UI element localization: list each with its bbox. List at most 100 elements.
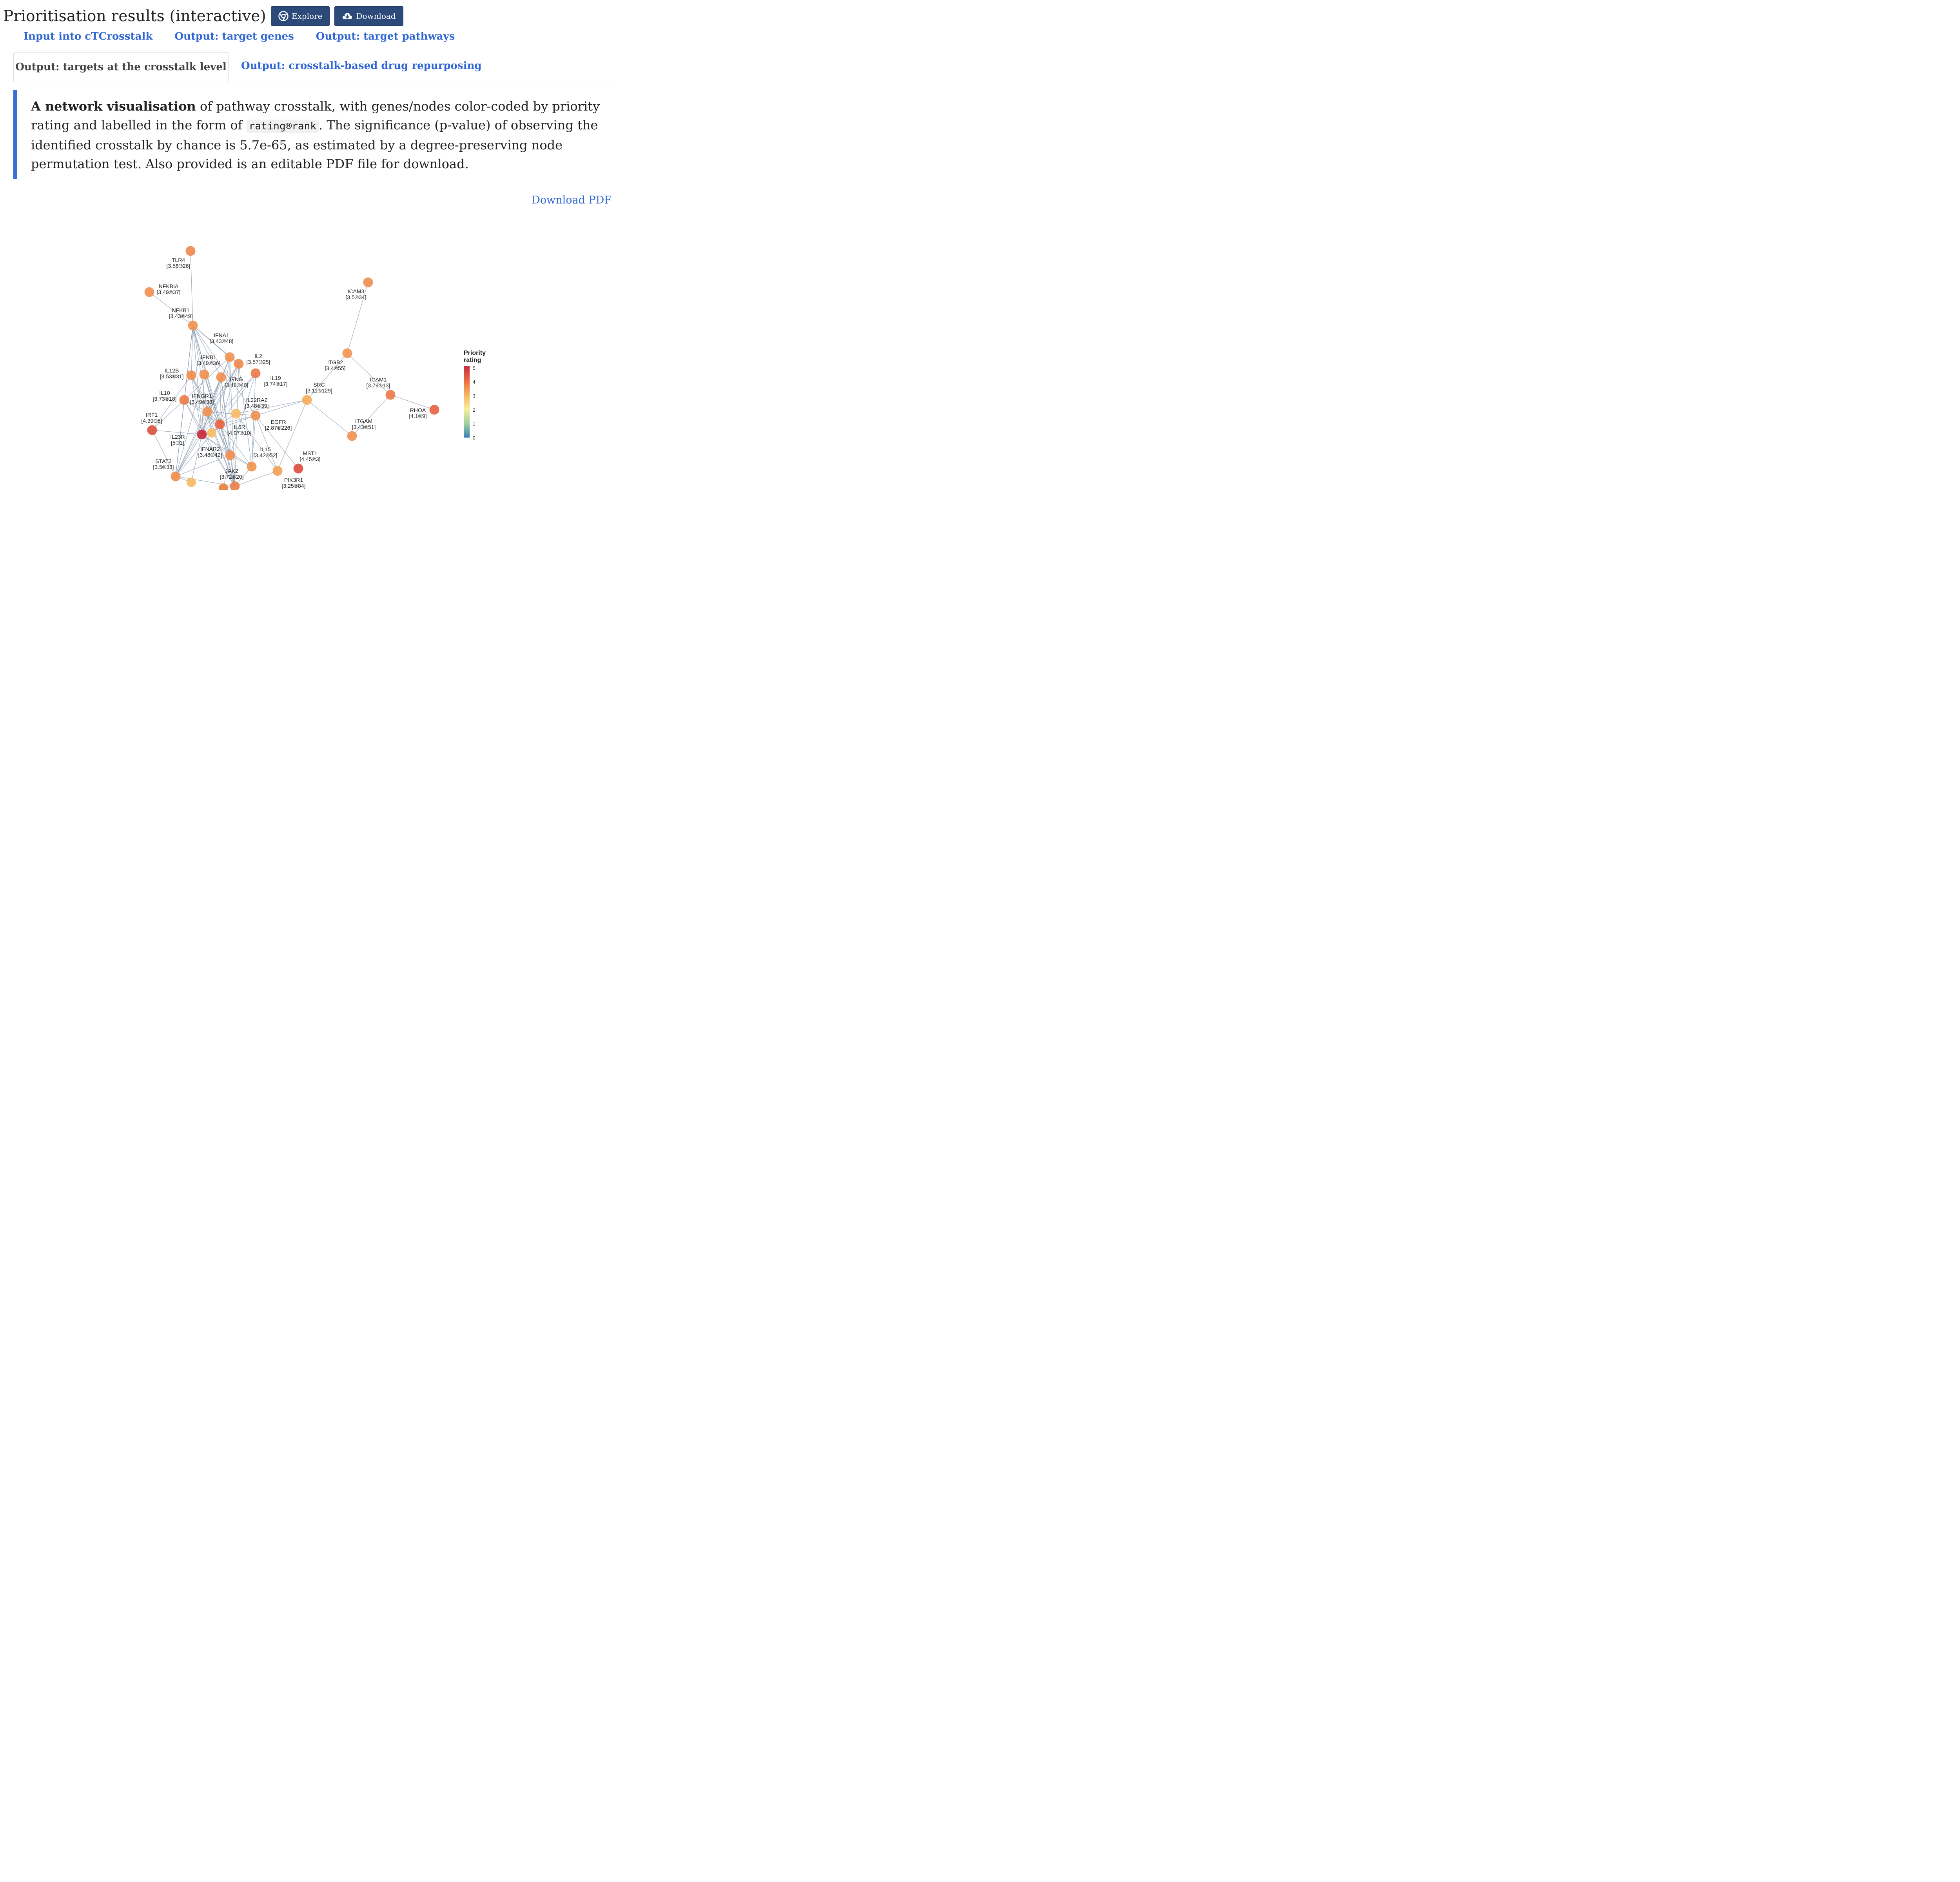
tab-output-drug-repurposing[interactable]: Output: crosstalk-based drug repurposing bbox=[241, 60, 482, 72]
network-node-itgam[interactable] bbox=[347, 431, 357, 441]
network-edge-il22ra2-il6r bbox=[220, 415, 256, 425]
node-label-name-itgb2: ITGB2 bbox=[327, 359, 343, 365]
network-node-pik3r1[interactable] bbox=[272, 466, 283, 476]
download-pdf-link[interactable]: Download PDF bbox=[532, 194, 612, 206]
network-node-partial[interactable] bbox=[219, 483, 228, 490]
node-label-name-itgam: ITGAM bbox=[355, 418, 372, 424]
network-edge-il23r-jak2 bbox=[201, 434, 235, 487]
network-edge-ifnb1-jak2 bbox=[204, 374, 235, 487]
network-node-icam1[interactable] bbox=[385, 390, 396, 400]
network-node-tlr4[interactable] bbox=[185, 246, 196, 256]
network-node-ifngr1[interactable] bbox=[202, 407, 212, 417]
network-node-il12b[interactable] bbox=[186, 370, 196, 380]
node-label-rank-egfr: [2.87®226] bbox=[265, 425, 292, 431]
network-node-ifna1[interactable] bbox=[225, 352, 235, 362]
network-node-partial[interactable] bbox=[187, 478, 196, 487]
network-edge-il6r-il15 bbox=[220, 424, 252, 467]
network-node-irf1[interactable] bbox=[147, 425, 157, 435]
network-node-ifng[interactable] bbox=[216, 372, 226, 382]
node-label-name-stat3: STAT3 bbox=[155, 458, 172, 464]
network-edge-ifng-stat3 bbox=[175, 377, 221, 477]
network-edge-nfkb1-il12b bbox=[191, 325, 193, 376]
network-edge-il10-jak2 bbox=[184, 400, 235, 487]
network-edge-il10-irf1 bbox=[152, 400, 185, 431]
network-edge-icam1-rhoa bbox=[390, 394, 435, 410]
tab-output-targets-crosstalk-level[interactable]: Output: targets at the crosstalk level bbox=[13, 52, 229, 82]
network-edge-il10-il6r bbox=[184, 400, 220, 425]
node-label-name-mst1: MST1 bbox=[303, 450, 318, 456]
network-node-ifnb1[interactable] bbox=[199, 369, 209, 380]
node-label-rank-ifng: [3.48®40] bbox=[225, 382, 249, 388]
network-node-src[interactable] bbox=[302, 395, 312, 405]
node-label-rank-il6r: [4.07®10] bbox=[228, 430, 252, 436]
network-edge-egfr-pik3r1 bbox=[236, 413, 278, 471]
network-edge-nfkbia-nfkb1 bbox=[149, 292, 193, 326]
legend-colorbar bbox=[464, 366, 470, 438]
legend-ticks: 5 4 3 2 1 0 bbox=[473, 365, 475, 441]
description-callout: A network visualisation of pathway cross… bbox=[13, 90, 605, 179]
network-node-il2[interactable] bbox=[234, 359, 244, 369]
explore-button-label: Explore bbox=[291, 11, 323, 21]
network-edge-il2-il6r bbox=[220, 363, 239, 425]
page-header: Prioritisation results (interactive) Exp… bbox=[3, 5, 403, 27]
network-node-nfkb1[interactable] bbox=[188, 320, 198, 331]
network-node-il15[interactable] bbox=[247, 461, 257, 472]
node-label-rank-itgam: [3.43®51] bbox=[352, 424, 376, 430]
node-label-rank-il19: [3.74®17] bbox=[264, 381, 288, 387]
crosstalk-network[interactable]: TLR4[3.56®26]NFKBIA[3.49®37]NFKB1[3.43®4… bbox=[0, 220, 612, 490]
network-node-il23r[interactable] bbox=[197, 429, 207, 440]
network-node-partial[interactable] bbox=[207, 428, 216, 438]
node-label-rank-il10: [3.73®18] bbox=[153, 396, 177, 402]
node-label-rank-icam3: [3.5®34] bbox=[345, 294, 366, 300]
tab-input-into-ctcrosstalk[interactable]: Input into cTCrosstalk bbox=[24, 31, 153, 42]
network-edge-il12b-il23r bbox=[191, 375, 202, 435]
network-edge-src-itgam bbox=[307, 400, 352, 436]
description-text: A network visualisation of pathway cross… bbox=[17, 90, 605, 173]
network-node-il19[interactable] bbox=[250, 368, 261, 378]
node-label-rank-jak2: [3.72®20] bbox=[220, 474, 244, 480]
network-edge-nfkb1-ifngr1 bbox=[192, 325, 208, 412]
node-label-rank-il2: [3.57®25] bbox=[247, 359, 270, 365]
node-label-rank-src: [3.11®129] bbox=[306, 387, 332, 394]
explore-button[interactable]: Explore bbox=[270, 6, 330, 26]
node-label-name-irf1: IRF1 bbox=[146, 412, 158, 418]
legend-title-line2: rating bbox=[464, 357, 481, 363]
download-button[interactable]: Download bbox=[334, 6, 403, 26]
node-label-name-ifnb1: IFNB1 bbox=[201, 354, 216, 360]
node-label-name-nfkb1: NFKB1 bbox=[172, 307, 189, 313]
network-node-nfkbia[interactable] bbox=[144, 287, 154, 297]
network-node-il6r[interactable] bbox=[215, 419, 225, 429]
network-node-icam3[interactable] bbox=[363, 277, 373, 287]
legend-tick-label: 2 bbox=[473, 407, 475, 413]
network-edge-il23r-stat3 bbox=[175, 434, 202, 477]
node-label-name-il10: IL10 bbox=[159, 390, 170, 396]
network-node-il22ra2[interactable] bbox=[250, 411, 261, 421]
network-node-itgb2[interactable] bbox=[342, 348, 352, 358]
network-node-rhoa[interactable] bbox=[429, 405, 439, 415]
network-edge-ifnb1-stat3 bbox=[175, 374, 205, 477]
tab-output-target-genes[interactable]: Output: target genes bbox=[174, 31, 294, 42]
node-label-rank-il12b: [3.53®31] bbox=[160, 373, 184, 380]
network-edge-il2-ifngr1 bbox=[207, 363, 239, 412]
tab-output-target-pathways[interactable]: Output: target pathways bbox=[316, 31, 455, 42]
network-edge-il10-stat3 bbox=[175, 400, 185, 477]
network-node-stat3[interactable] bbox=[171, 471, 181, 481]
legend-tick-label: 0 bbox=[473, 435, 475, 441]
legend-title-line1: Priority bbox=[464, 350, 486, 356]
network-edge-ifng-il6r bbox=[220, 377, 221, 425]
network-edge-ifng-ifngr1 bbox=[207, 377, 221, 412]
network-node-il10[interactable] bbox=[179, 395, 189, 405]
network-edge-il19-il6r bbox=[220, 373, 256, 425]
node-label-name-il12b: IL12B bbox=[165, 367, 179, 374]
network-node-mst1[interactable] bbox=[293, 463, 303, 474]
network-edge-il19-il23r bbox=[201, 373, 256, 435]
network-labels: TLR4[3.56®26]NFKBIA[3.49®37]NFKB1[3.43®4… bbox=[141, 257, 426, 489]
network-node-egfr[interactable] bbox=[231, 409, 241, 419]
node-label-rank-il15: [3.42®52] bbox=[254, 452, 278, 458]
node-label-rank-itgb2: [3.4®55] bbox=[325, 365, 345, 371]
node-label-rank-tlr4: [3.56®26] bbox=[167, 263, 191, 269]
network-node-ifnar2[interactable] bbox=[225, 450, 235, 460]
network-node-jak2[interactable] bbox=[230, 481, 240, 490]
node-label-name-il15: IL15 bbox=[260, 446, 270, 452]
node-label-name-ifng: IFNG bbox=[230, 376, 243, 382]
